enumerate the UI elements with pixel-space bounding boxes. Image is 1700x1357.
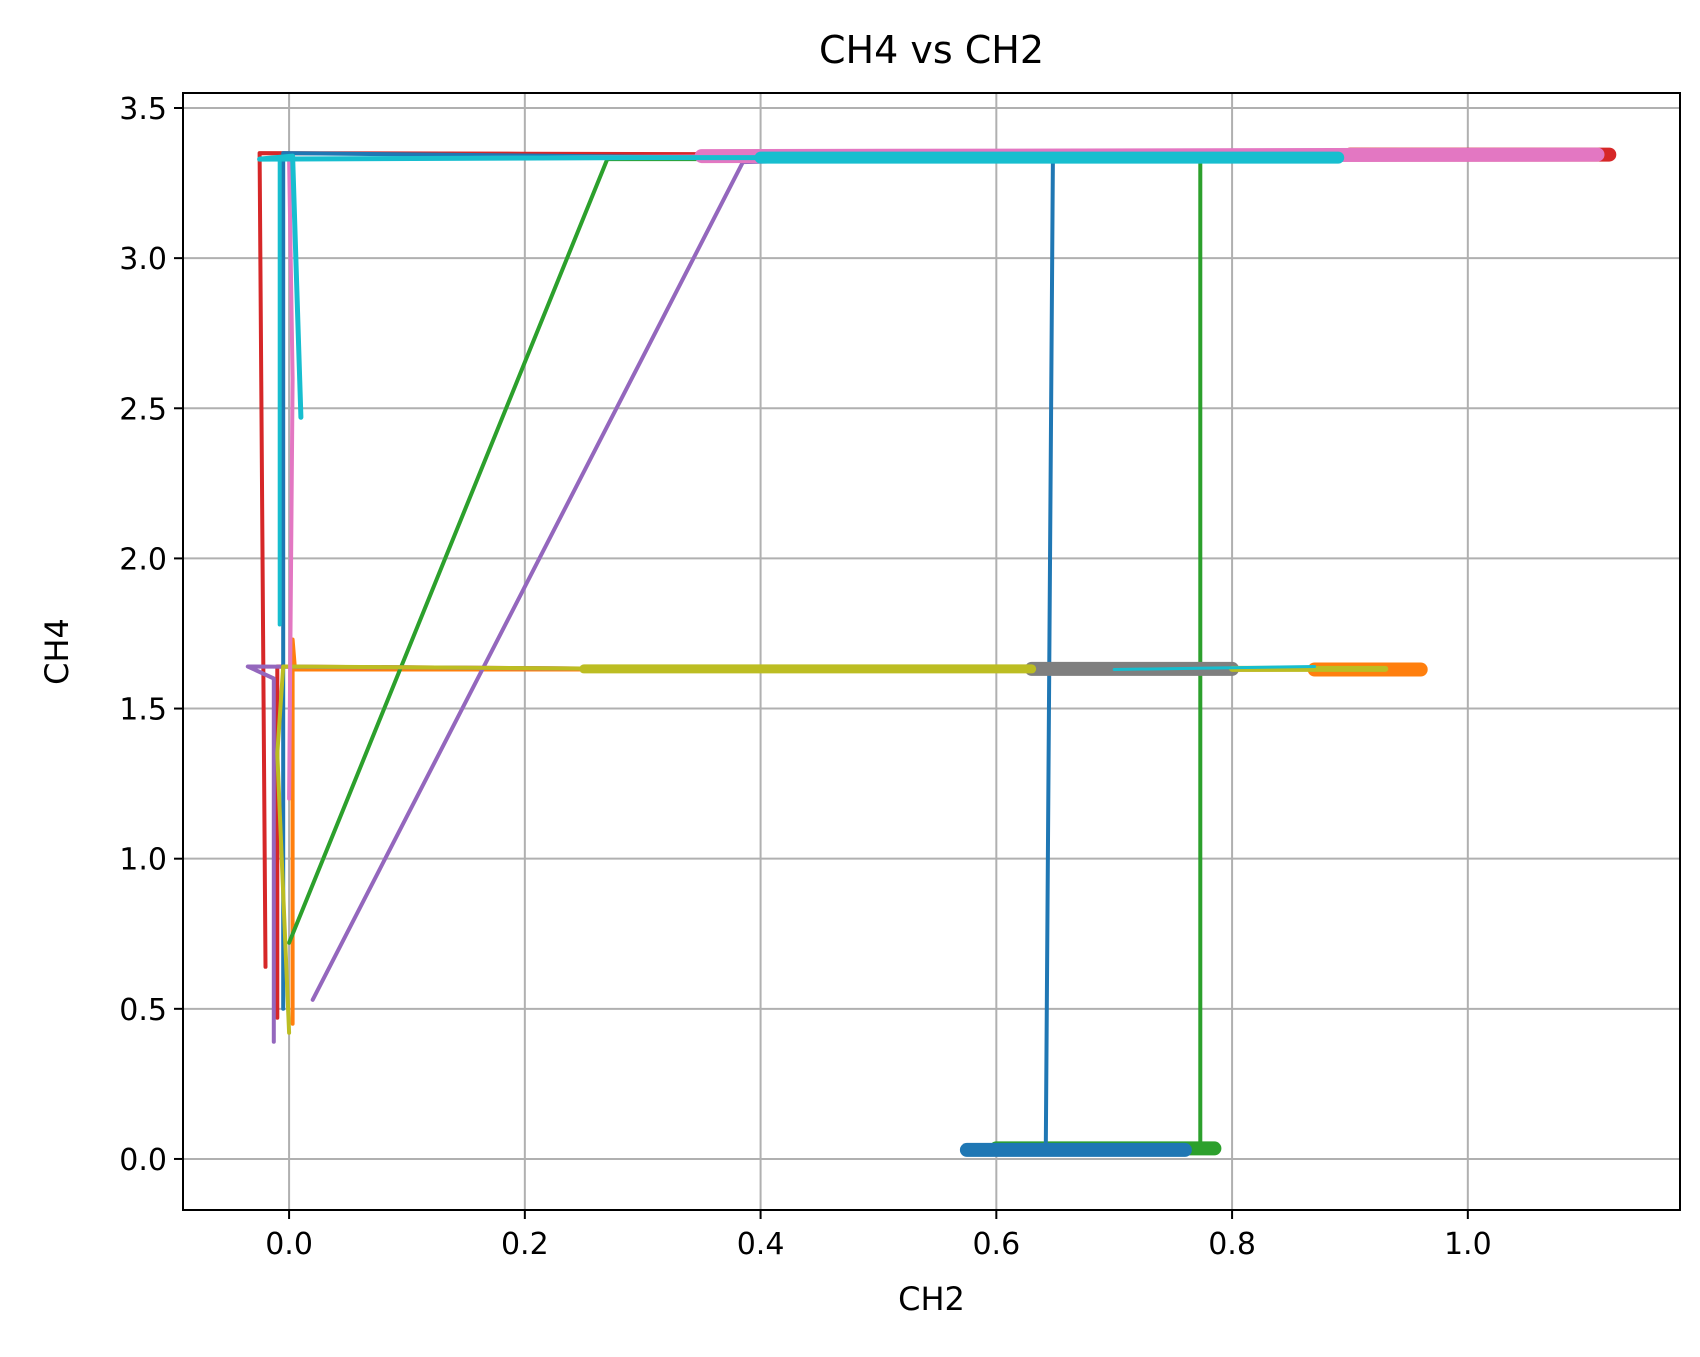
y-tick-label: 2.5	[119, 392, 167, 427]
series-line-12	[1043, 157, 1055, 1149]
y-tick-label: 3.5	[119, 92, 167, 127]
y-tick-label: 2.0	[119, 542, 167, 577]
x-tick-label: 0.6	[972, 1227, 1020, 1262]
x-tick-label: 0.8	[1208, 1227, 1256, 1262]
y-tick-label: 1.0	[119, 843, 167, 878]
y-tick-label: 0.5	[119, 993, 167, 1028]
x-tick-label: 1.0	[1444, 1227, 1492, 1262]
x-tick-label: 0.2	[501, 1227, 549, 1262]
series-layer	[245, 147, 1617, 1157]
x-tick-label: 0.0	[265, 1227, 313, 1262]
series-line-18	[1112, 665, 1317, 671]
x-axis-title: CH2	[898, 1280, 965, 1318]
axes-frame	[182, 92, 1681, 1211]
chart-title: CH4 vs CH2	[819, 28, 1044, 72]
y-axis-title: CH4	[38, 618, 76, 685]
y-tick-label: 1.5	[119, 693, 167, 728]
y-tick-label: 3.0	[119, 242, 167, 277]
x-tick-label: 0.4	[737, 1227, 785, 1262]
y-tick-label: 0.0	[119, 1143, 167, 1178]
tick-layer: 0.0 0.2 0.4 0.6 0.8 1.0 0.0 0.5 1.0 1.5 2.0 2.5 3.0 3…	[119, 92, 1491, 1262]
grid-layer	[183, 93, 1680, 1210]
